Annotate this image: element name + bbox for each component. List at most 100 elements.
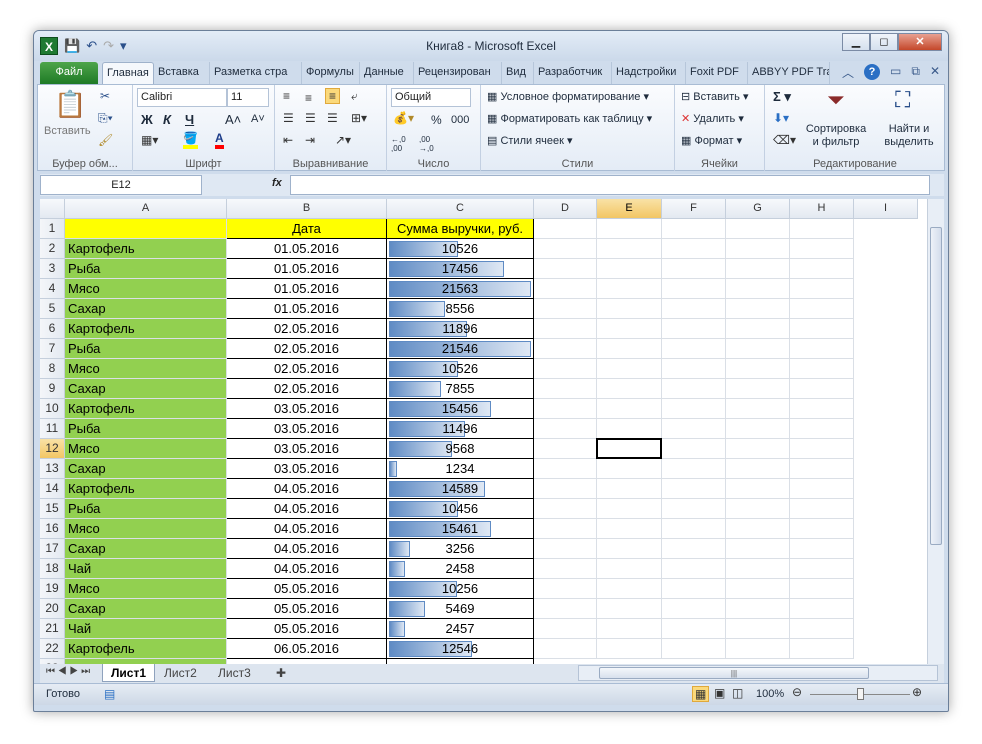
column-header-F[interactable]: F xyxy=(662,199,726,219)
row-header-22[interactable]: 22 xyxy=(40,639,65,659)
row-header-1[interactable]: 1 xyxy=(40,219,65,239)
empty-cell[interactable] xyxy=(662,639,726,659)
empty-cell[interactable] xyxy=(597,319,662,339)
empty-cell[interactable] xyxy=(534,519,597,539)
empty-cell[interactable] xyxy=(790,459,854,479)
empty-cell[interactable] xyxy=(726,419,790,439)
find-select-button[interactable]: Найти и выделить xyxy=(884,123,934,148)
empty-cell[interactable] xyxy=(662,259,726,279)
empty-cell[interactable] xyxy=(790,639,854,659)
empty-cell[interactable] xyxy=(726,219,790,239)
macro-record-icon[interactable]: ▤ xyxy=(104,687,116,701)
empty-cell[interactable] xyxy=(534,239,597,259)
empty-cell[interactable] xyxy=(597,339,662,359)
empty-cell[interactable] xyxy=(790,499,854,519)
undo-icon[interactable]: ↶ xyxy=(86,38,98,53)
cell-date[interactable]: 03.05.2016 xyxy=(227,419,387,439)
empty-cell[interactable] xyxy=(597,219,662,239)
align-bottom-icon[interactable]: ≡ xyxy=(325,88,341,104)
row-header-11[interactable]: 11 xyxy=(40,419,65,439)
empty-cell[interactable] xyxy=(534,359,597,379)
row-header-3[interactable]: 3 xyxy=(40,259,65,279)
increase-indent-icon[interactable]: ⇥ xyxy=(305,133,316,147)
cell-date[interactable]: 04.05.2016 xyxy=(227,519,387,539)
increase-decimal-button[interactable]: ←,0 ,00 xyxy=(391,135,406,153)
align-middle-icon[interactable]: ≡ xyxy=(305,91,313,105)
empty-cell[interactable] xyxy=(790,219,854,239)
help-icon[interactable]: ? xyxy=(864,64,881,80)
bold-button[interactable]: Ж xyxy=(141,112,153,127)
empty-cell[interactable] xyxy=(662,459,726,479)
cell-product[interactable]: Чай xyxy=(65,619,227,639)
cell-product[interactable]: Рыба xyxy=(65,339,227,359)
row-header-21[interactable]: 21 xyxy=(40,619,65,639)
row-header-10[interactable]: 10 xyxy=(40,399,65,419)
vertical-scrollbar[interactable] xyxy=(927,199,944,664)
empty-cell[interactable] xyxy=(534,459,597,479)
cell-product[interactable]: Рыба xyxy=(65,499,227,519)
cell-date[interactable]: 01.05.2016 xyxy=(227,259,387,279)
column-header-H[interactable]: H xyxy=(790,199,854,219)
shrink-font-button[interactable]: A˅ xyxy=(251,113,265,125)
page-layout-icon[interactable]: ▣ xyxy=(714,686,726,700)
collapse-ribbon-icon[interactable]: ︿ xyxy=(842,66,855,80)
empty-cell[interactable] xyxy=(534,599,597,619)
empty-cell[interactable] xyxy=(790,579,854,599)
header-cell-date[interactable]: Дата xyxy=(227,219,387,239)
row-header-16[interactable]: 16 xyxy=(40,519,65,539)
cell-revenue[interactable]: 10526 xyxy=(387,359,534,379)
cell-product[interactable]: Рыба xyxy=(65,259,227,279)
empty-cell[interactable] xyxy=(534,419,597,439)
zoom-out-icon[interactable]: ⊖ xyxy=(792,685,803,699)
cell-revenue[interactable]: 10256 xyxy=(387,579,534,599)
cell-product[interactable]: Мясо xyxy=(65,279,227,299)
cell-product[interactable]: Сахар xyxy=(65,459,227,479)
empty-cell[interactable] xyxy=(662,239,726,259)
empty-cell[interactable] xyxy=(790,339,854,359)
empty-cell[interactable] xyxy=(790,399,854,419)
empty-cell[interactable] xyxy=(790,239,854,259)
minimize-button[interactable]: ▁ xyxy=(842,33,870,51)
cell-date[interactable]: 01.05.2016 xyxy=(227,239,387,259)
cell-revenue[interactable]: 9568 xyxy=(387,439,534,459)
empty-cell[interactable] xyxy=(534,299,597,319)
empty-cell[interactable] xyxy=(790,379,854,399)
spreadsheet-grid[interactable]: A B C D E F G H I 1 Дата Сумма выручки, руб. 2 Картоф… xyxy=(40,199,927,664)
cell-product[interactable]: Картофель xyxy=(65,399,227,419)
empty-cell[interactable] xyxy=(726,319,790,339)
empty-cell[interactable] xyxy=(534,279,597,299)
cell-product[interactable]: Сахар xyxy=(65,539,227,559)
empty-cell[interactable] xyxy=(790,319,854,339)
empty-cell[interactable] xyxy=(726,279,790,299)
cell-styles-button[interactable]: ▤ Стили ячеек ▾ xyxy=(487,135,573,147)
row-header-20[interactable]: 20 xyxy=(40,599,65,619)
cell-revenue[interactable]: 2458 xyxy=(387,559,534,579)
empty-cell[interactable] xyxy=(726,559,790,579)
empty-cell[interactable] xyxy=(790,479,854,499)
header-cell-a[interactable] xyxy=(65,219,227,239)
empty-cell[interactable] xyxy=(662,619,726,639)
row-header-7[interactable]: 7 xyxy=(40,339,65,359)
empty-cell[interactable] xyxy=(662,299,726,319)
cell-date[interactable]: 03.05.2016 xyxy=(227,439,387,459)
empty-cell[interactable] xyxy=(790,619,854,639)
formula-input[interactable] xyxy=(290,175,930,195)
paste-icon[interactable]: 📋 xyxy=(54,89,87,119)
empty-cell[interactable] xyxy=(597,479,662,499)
cell-date[interactable]: 04.05.2016 xyxy=(227,499,387,519)
thousands-button[interactable]: 000 xyxy=(451,114,470,126)
column-header-B[interactable]: B xyxy=(227,199,387,219)
empty-cell[interactable] xyxy=(726,579,790,599)
fill-color-icon[interactable]: 🪣 xyxy=(183,131,198,149)
empty-cell[interactable] xyxy=(726,339,790,359)
save-icon[interactable]: 💾 xyxy=(64,38,81,53)
cell-revenue[interactable] xyxy=(387,659,534,664)
autosum-button[interactable]: Σ ▾ xyxy=(773,89,791,104)
empty-cell[interactable] xyxy=(662,599,726,619)
row-header-18[interactable]: 18 xyxy=(40,559,65,579)
redo-icon[interactable]: ↷ xyxy=(103,38,114,53)
cell-date[interactable]: 05.05.2016 xyxy=(227,619,387,639)
align-center-icon[interactable]: ☰ xyxy=(305,111,316,125)
row-header-14[interactable]: 14 xyxy=(40,479,65,499)
empty-cell[interactable] xyxy=(534,479,597,499)
